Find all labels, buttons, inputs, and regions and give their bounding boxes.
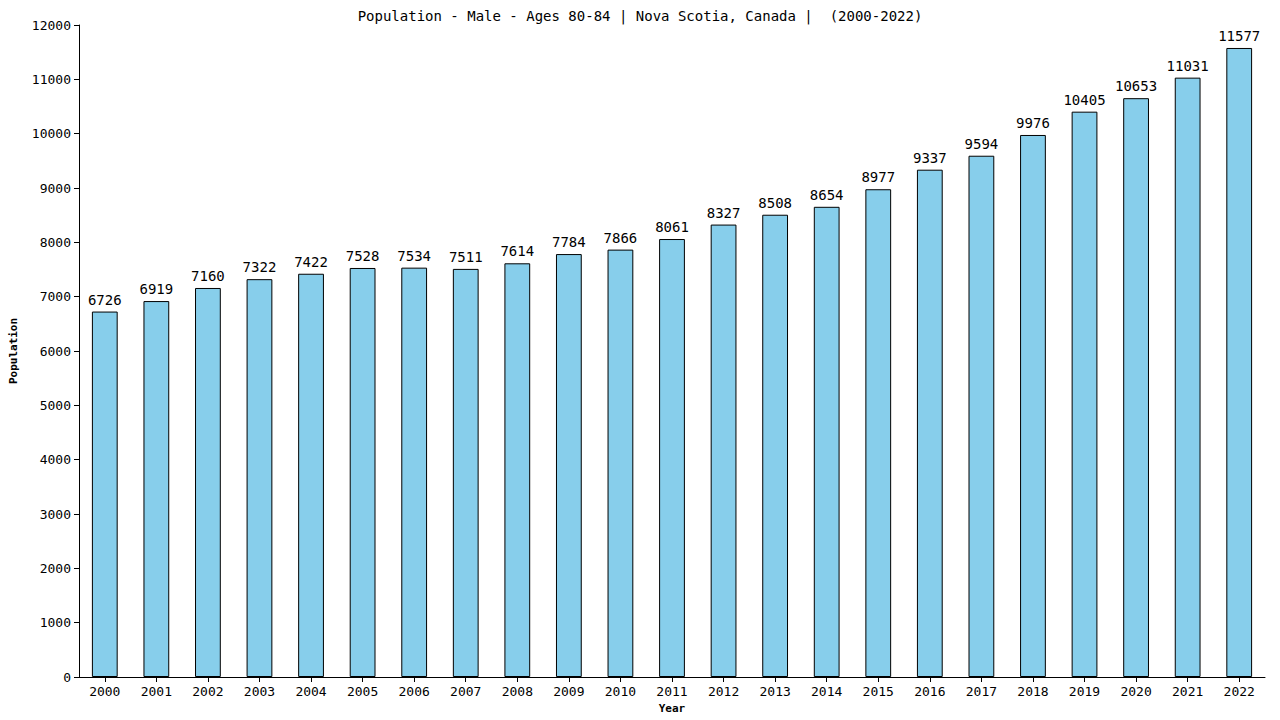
svg-text:Population - Male - Ages 80-84: Population - Male - Ages 80-84 | Nova Sc… xyxy=(358,8,923,25)
svg-text:2012: 2012 xyxy=(708,684,739,699)
svg-text:10405: 10405 xyxy=(1063,92,1105,108)
svg-text:9594: 9594 xyxy=(965,136,999,152)
svg-text:Population: Population xyxy=(7,318,20,384)
svg-text:8000: 8000 xyxy=(40,235,71,250)
svg-text:12000: 12000 xyxy=(32,18,71,33)
svg-text:7534: 7534 xyxy=(397,248,431,264)
svg-text:2008: 2008 xyxy=(502,684,533,699)
svg-text:7528: 7528 xyxy=(346,248,380,264)
svg-text:8508: 8508 xyxy=(758,195,792,211)
svg-text:2007: 2007 xyxy=(450,684,481,699)
svg-text:2014: 2014 xyxy=(811,684,842,699)
svg-text:9976: 9976 xyxy=(1016,115,1050,131)
svg-text:10000: 10000 xyxy=(32,126,71,141)
svg-text:2003: 2003 xyxy=(244,684,275,699)
svg-text:2002: 2002 xyxy=(192,684,223,699)
svg-text:7511: 7511 xyxy=(449,249,483,265)
svg-text:7160: 7160 xyxy=(191,268,225,284)
svg-text:10653: 10653 xyxy=(1115,78,1157,94)
svg-text:8977: 8977 xyxy=(861,169,895,185)
svg-text:2000: 2000 xyxy=(89,684,120,699)
svg-text:2021: 2021 xyxy=(1172,684,1203,699)
svg-text:5000: 5000 xyxy=(40,398,71,413)
svg-text:11000: 11000 xyxy=(32,72,71,87)
svg-text:8061: 8061 xyxy=(655,219,689,235)
svg-text:2015: 2015 xyxy=(863,684,894,699)
svg-text:2010: 2010 xyxy=(605,684,636,699)
svg-text:2013: 2013 xyxy=(759,684,790,699)
svg-text:9000: 9000 xyxy=(40,181,71,196)
svg-text:2006: 2006 xyxy=(399,684,430,699)
svg-text:9337: 9337 xyxy=(913,150,947,166)
svg-text:2020: 2020 xyxy=(1120,684,1151,699)
svg-text:2017: 2017 xyxy=(966,684,997,699)
svg-text:6000: 6000 xyxy=(40,344,71,359)
svg-text:7866: 7866 xyxy=(604,230,638,246)
svg-text:7614: 7614 xyxy=(500,243,534,259)
svg-text:2004: 2004 xyxy=(295,684,326,699)
svg-text:2011: 2011 xyxy=(656,684,687,699)
svg-text:1000: 1000 xyxy=(40,615,71,630)
svg-text:4000: 4000 xyxy=(40,452,71,467)
svg-text:0: 0 xyxy=(63,670,71,685)
svg-text:2018: 2018 xyxy=(1017,684,1048,699)
svg-text:2019: 2019 xyxy=(1069,684,1100,699)
svg-text:8327: 8327 xyxy=(707,205,741,221)
svg-text:2000: 2000 xyxy=(40,561,71,576)
svg-text:3000: 3000 xyxy=(40,507,71,522)
svg-text:Year: Year xyxy=(659,702,686,715)
svg-text:6919: 6919 xyxy=(139,281,173,297)
svg-text:6726: 6726 xyxy=(88,292,122,308)
svg-text:7784: 7784 xyxy=(552,234,586,250)
svg-text:8654: 8654 xyxy=(810,187,844,203)
svg-text:7000: 7000 xyxy=(40,289,71,304)
svg-text:2009: 2009 xyxy=(553,684,584,699)
svg-text:2016: 2016 xyxy=(914,684,945,699)
svg-text:11577: 11577 xyxy=(1218,28,1260,44)
svg-text:11031: 11031 xyxy=(1167,58,1209,74)
svg-text:2001: 2001 xyxy=(141,684,172,699)
svg-text:7322: 7322 xyxy=(243,259,277,275)
svg-text:2022: 2022 xyxy=(1224,684,1255,699)
svg-text:2005: 2005 xyxy=(347,684,378,699)
svg-text:7422: 7422 xyxy=(294,254,328,270)
